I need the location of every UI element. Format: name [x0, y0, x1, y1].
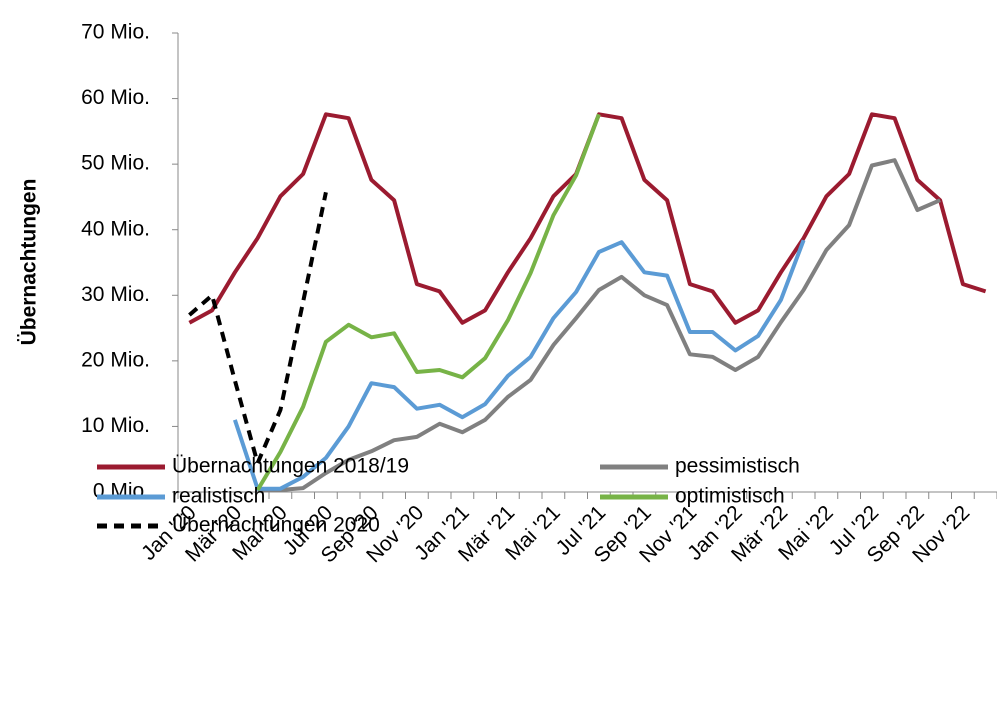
series-line [188, 191, 328, 466]
legend-label: Übernachtungen 2018/19 [172, 455, 409, 478]
legend-label: realistisch [172, 485, 265, 508]
series-line [257, 158, 941, 492]
y-tick-label: 40 Mio. [81, 217, 150, 240]
legend-label: Übernachtungen 2020 [172, 514, 380, 537]
y-tick-label: 30 Mio. [81, 283, 150, 306]
y-tick-label: 70 Mio. [81, 21, 150, 44]
y-tick-label: 10 Mio. [81, 414, 150, 437]
series-line [255, 113, 601, 492]
series-line [233, 239, 806, 491]
y-tick-label: 60 Mio. [81, 86, 150, 109]
legend-label: optimistisch [675, 485, 785, 508]
y-axis-label: Übernachtungen [18, 179, 41, 346]
legend-label: pessimistisch [675, 455, 800, 478]
y-tick-label: 50 Mio. [81, 152, 150, 175]
y-tick-label: 20 Mio. [81, 348, 150, 371]
